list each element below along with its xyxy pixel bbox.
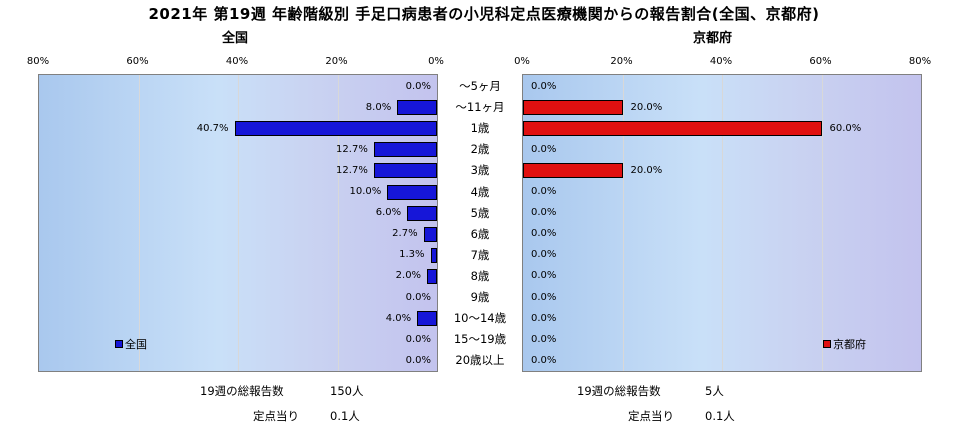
national-tick-label: 40% — [225, 56, 249, 67]
national-gridline — [138, 75, 140, 371]
national-bar — [387, 184, 437, 200]
national-per-label: 定点当り — [253, 409, 299, 423]
kyoto-tick-label: 0% — [514, 56, 530, 67]
national-value-label: 0.0% — [405, 354, 431, 366]
kyoto-gridline — [622, 75, 624, 371]
national-tick-label: 60% — [126, 56, 149, 67]
kyoto-value-label: 20.0% — [630, 101, 663, 113]
kyoto-bar — [523, 121, 822, 137]
kyoto-total-value: 5人 — [705, 384, 724, 398]
age-category-label: 10～14歳 — [453, 311, 507, 326]
kyoto-per-value: 0.1人 — [705, 409, 735, 423]
kyoto-per-label: 定点当り — [628, 409, 674, 423]
national-subtitle: 全国 — [222, 31, 249, 46]
national-value-label: 12.7% — [336, 164, 368, 176]
kyoto-value-label: 0.0% — [531, 333, 557, 345]
national-value-label: 8.0% — [365, 101, 392, 113]
kyoto-value-label: 60.0% — [829, 122, 862, 134]
national-bar — [427, 268, 437, 284]
national-legend-label: 全国 — [125, 338, 147, 351]
kyoto-tick-label: 20% — [610, 56, 633, 67]
age-category-label: 4歳 — [470, 184, 490, 199]
kyoto-tick-label: 40% — [709, 56, 733, 67]
age-category-label: 9歳 — [470, 290, 490, 304]
national-value-label: 0.0% — [405, 291, 431, 303]
kyoto-value-label: 0.0% — [531, 228, 557, 240]
national-value-label: 6.0% — [375, 207, 402, 219]
age-category-label: ～11ヶ月 — [455, 100, 505, 115]
kyoto-value-label: 0.0% — [531, 312, 557, 324]
kyoto-legend-swatch — [823, 340, 831, 348]
kyoto-legend: 京都府 — [823, 336, 866, 352]
age-category-label: ～5ヶ月 — [459, 79, 501, 93]
national-value-label: 4.0% — [385, 312, 412, 324]
kyoto-value-label: 0.0% — [531, 249, 557, 261]
kyoto-value-label: 0.0% — [531, 186, 557, 197]
national-gridline — [238, 75, 239, 371]
kyoto-tick-label: 80% — [908, 56, 932, 67]
national-value-label: 2.7% — [392, 228, 418, 240]
national-tick-label: 0% — [428, 56, 444, 67]
national-per-value: 0.1人 — [330, 409, 360, 423]
national-bar — [373, 163, 437, 179]
national-total-label: 19週の総報告数 — [200, 384, 284, 398]
national-value-label: 0.0% — [405, 333, 431, 345]
age-category-label: 20歳以上 — [455, 353, 505, 368]
national-bar — [423, 226, 437, 242]
kyoto-value-label: 0.0% — [531, 291, 557, 303]
age-category-label: 7歳 — [470, 247, 490, 262]
national-bar — [397, 100, 437, 116]
national-bar — [373, 142, 437, 158]
kyoto-value-label: 20.0% — [630, 164, 663, 176]
age-category-label: 5歳 — [470, 205, 490, 220]
national-bar — [234, 121, 437, 137]
kyoto-value-label: 0.0% — [531, 80, 557, 92]
kyoto-bar — [523, 100, 623, 116]
national-legend-swatch — [115, 340, 123, 348]
national-plot-area: 0.0% 8.0% 40.7% 12.7% 12.7% 10.0% 6.0% 2.7% 1.3%… — [38, 74, 438, 372]
national-tick-label: 80% — [26, 56, 50, 67]
national-bar — [430, 247, 437, 263]
national-value-label: 10.0% — [349, 186, 382, 197]
kyoto-gridline — [821, 75, 823, 371]
national-total-value: 150人 — [330, 384, 364, 398]
age-category-label: 6歳 — [470, 226, 490, 241]
national-value-label: 40.7% — [196, 122, 229, 134]
national-bar — [407, 205, 437, 221]
kyoto-subtitle: 京都府 — [693, 31, 733, 46]
kyoto-value-label: 0.0% — [531, 354, 557, 366]
kyoto-bar — [523, 163, 623, 179]
national-legend: 全国 — [115, 336, 147, 352]
age-category-label: 1歳 — [470, 121, 490, 136]
national-value-label: 1.3% — [399, 249, 425, 261]
kyoto-value-label: 0.0% — [531, 143, 557, 155]
kyoto-tick-label: 60% — [809, 56, 832, 67]
kyoto-total-label: 19週の総報告数 — [577, 384, 661, 398]
kyoto-value-label: 0.0% — [531, 207, 557, 219]
national-value-label: 12.7% — [336, 143, 368, 155]
national-bar — [417, 311, 437, 327]
kyoto-legend-label: 京都府 — [833, 338, 866, 351]
age-category-label: 2歳 — [470, 142, 490, 157]
age-category-label: 3歳 — [470, 163, 490, 178]
chart-title: 2021年 第19週 年齢階級別 手足口病患者の小児科定点医療機関からの報告割合… — [148, 5, 820, 23]
kyoto-gridline — [722, 75, 723, 371]
kyoto-value-label: 0.0% — [531, 270, 557, 282]
national-gridline — [337, 75, 339, 371]
kyoto-plot-area: 0.0% 20.0% 60.0% 0.0% 20.0% 0.0% 0.0% 0.0% 0.0% 0… — [522, 74, 922, 372]
national-value-label: 2.0% — [395, 270, 422, 282]
national-tick-label: 20% — [325, 56, 348, 67]
age-category-label: 15～19歳 — [453, 332, 507, 347]
national-value-label: 0.0% — [405, 80, 431, 92]
age-category-label: 8歳 — [470, 268, 490, 283]
